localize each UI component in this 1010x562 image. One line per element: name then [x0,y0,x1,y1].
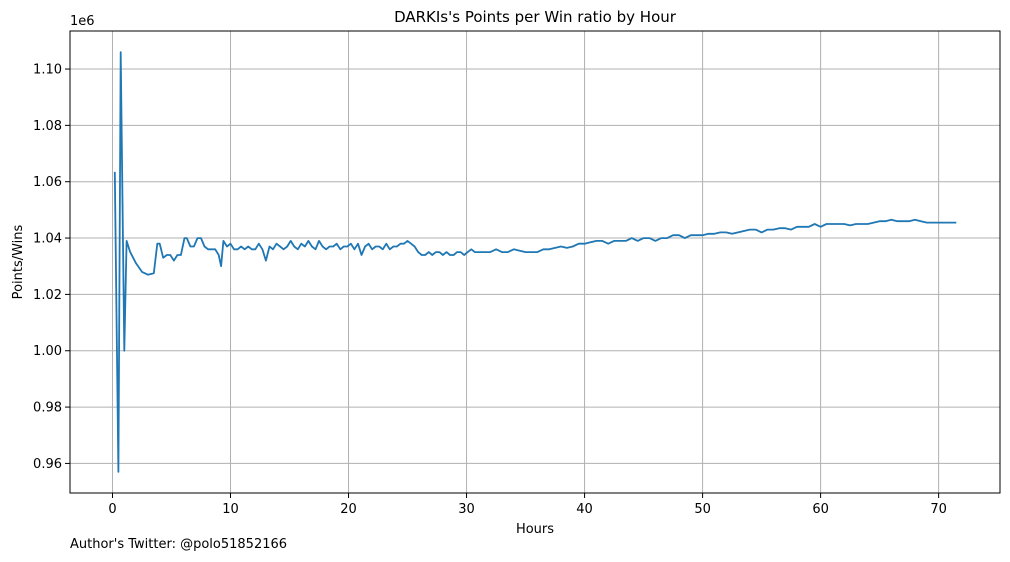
y-axis-label: Points/Wins [11,224,26,299]
y-tick-label: 1.04 [33,232,62,247]
y-tick-label: 0.96 [33,457,62,472]
y-tick-label: 1.00 [33,344,62,359]
x-axis-ticks: 0 10 20 30 40 50 60 70 [108,493,947,517]
series-line [113,51,957,473]
grid-layer [70,31,1000,493]
x-axis-label: Hours [516,522,554,537]
x-tick-label: 60 [812,502,829,517]
x-tick-label: 20 [340,502,357,517]
author-footer: Author's Twitter: @polo51852166 [70,537,288,552]
y-tick-label: 0.98 [33,401,62,416]
x-tick-label: 30 [458,502,475,517]
plot-frame [69,30,1001,494]
x-tick-label: 10 [222,502,239,517]
x-tick-label: 50 [694,502,711,517]
y-tick-label: 1.06 [33,175,62,190]
chart-title: DARKIs's Points per Win ratio by Hour [394,8,677,26]
y-tick-label: 1.10 [33,63,62,78]
y-offset-label: 1e6 [70,14,95,29]
y-tick-label: 1.08 [33,119,62,134]
x-tick-label: 40 [576,502,593,517]
x-tick-label: 0 [108,502,116,517]
x-tick-label: 70 [930,502,947,517]
y-tick-label: 1.02 [33,288,62,303]
y-axis-ticks: 0.96 0.98 1.00 1.02 1.04 1.06 1.08 1.10 [33,63,70,472]
